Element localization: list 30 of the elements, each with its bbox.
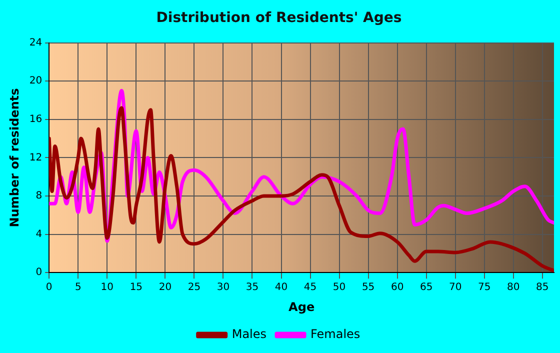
x-tick-label: 5	[74, 282, 82, 294]
x-tick-label: 30	[216, 282, 230, 294]
y-tick-label: 20	[29, 76, 42, 87]
x-tick-label: 60	[390, 282, 404, 294]
y-tick-label: 24	[29, 37, 42, 48]
x-tick-label: 40	[274, 282, 288, 294]
x-tick-label: 70	[448, 282, 462, 294]
x-tick-label: 80	[507, 282, 520, 294]
x-tick-label: 15	[130, 282, 143, 294]
x-tick-label: 20	[158, 282, 172, 294]
x-tick-label: 85	[536, 282, 549, 294]
y-tick-label: 12	[29, 152, 42, 164]
legend-label: Females	[310, 327, 360, 342]
y-tick-label: 4	[36, 228, 42, 240]
x-tick-label: 0	[46, 282, 52, 294]
y-axis-title: Number of residents	[7, 88, 22, 228]
x-tick-label: 25	[188, 282, 201, 294]
x-tick-label: 45	[304, 282, 317, 294]
y-tick-label: 16	[29, 114, 42, 125]
x-tick-label: 10	[100, 282, 114, 294]
x-tick-label: 65	[420, 282, 433, 294]
x-tick-label: 55	[362, 282, 375, 294]
x-axis-title: Age	[288, 300, 315, 314]
x-tick-label: 35	[246, 282, 259, 294]
legend-label: Males	[232, 327, 267, 342]
y-tick-label: 0	[36, 267, 42, 278]
y-tick-label: 8	[36, 190, 42, 202]
x-tick-label: 75	[478, 282, 491, 294]
x-tick-label: 50	[332, 282, 346, 294]
chart-title: Distribution of Residents' Ages	[156, 10, 402, 26]
